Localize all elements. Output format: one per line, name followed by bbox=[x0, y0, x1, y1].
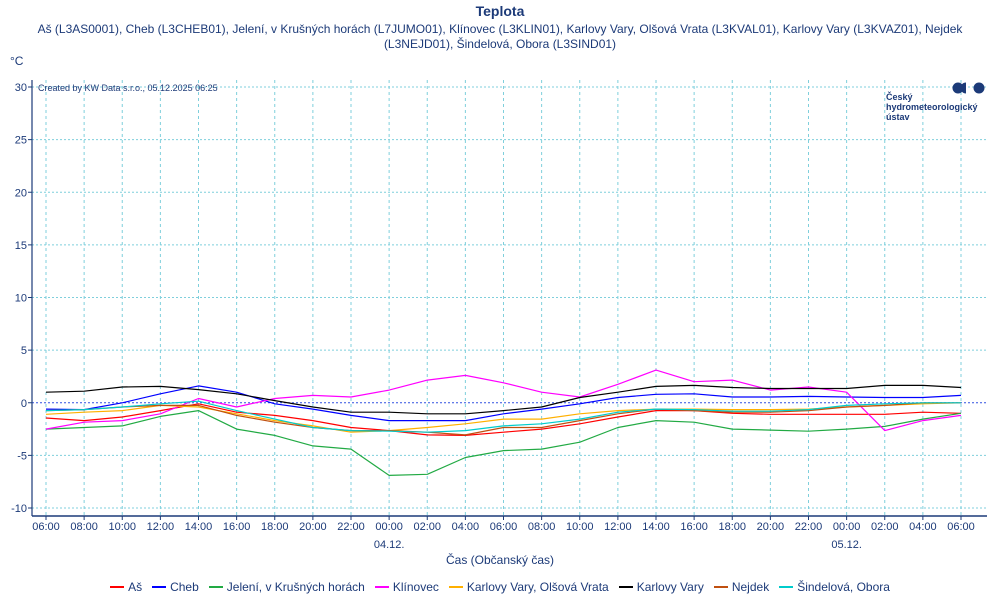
y-tick-label: -5 bbox=[17, 450, 27, 462]
legend-label: Karlovy Vary bbox=[636, 580, 704, 594]
x-tick-label: 02:00 bbox=[413, 521, 441, 533]
x-tick-label: 20:00 bbox=[757, 521, 785, 533]
y-axis-unit: °C bbox=[10, 54, 24, 68]
series-lines bbox=[45, 369, 962, 476]
x-tick-label: 12:00 bbox=[147, 521, 175, 533]
plot-area: -10 -5 0 5 10 15 20 25 30 06:00 08:00 10:00 12:00 14:… bbox=[11, 80, 987, 551]
credit-text: Created by KW Data s.r.o., 05.12.2025 06… bbox=[38, 83, 218, 93]
legend-label: Šindelová, Obora bbox=[797, 580, 890, 594]
axes: -10 -5 0 5 10 15 20 25 30 06:00 08:00 10:00 12:00 14:… bbox=[11, 80, 987, 551]
x-tick-label: 08:00 bbox=[70, 521, 98, 533]
x-tick-label: 10:00 bbox=[566, 521, 594, 533]
legend-label: Aš bbox=[128, 580, 143, 594]
chart-subtitle: Aš (L3AS0001), Cheb (L3CHEB01), Jelení, … bbox=[37, 22, 963, 51]
legend-label: Karlovy Vary, Olšová Vrata bbox=[466, 580, 609, 594]
legend-swatch bbox=[618, 586, 633, 588]
grid bbox=[32, 80, 987, 515]
x-tick-label: 22:00 bbox=[337, 521, 365, 533]
x-tick-label: 20:00 bbox=[299, 521, 327, 533]
x-tick-label: 04:00 bbox=[909, 521, 937, 533]
x-tick-label: 00:00 bbox=[375, 521, 403, 533]
legend-item[interactable]: Klínovec bbox=[374, 580, 439, 594]
legend-label: Jelení, v Krušných horách bbox=[226, 580, 365, 594]
y-tick-label: 25 bbox=[15, 135, 27, 147]
x-tick-label: 18:00 bbox=[718, 521, 746, 533]
x-axis-label: Čas (Občanský čas) bbox=[445, 553, 555, 567]
x-tick-label: 06:00 bbox=[32, 521, 60, 533]
x-tick-label: 06:00 bbox=[947, 521, 975, 533]
legend-swatch bbox=[448, 586, 463, 588]
legend-item[interactable]: Cheb bbox=[152, 580, 199, 594]
legend-item[interactable]: Aš bbox=[110, 580, 142, 594]
legend-item[interactable]: Jelení, v Krušných horách bbox=[208, 580, 365, 594]
x-tick-label: 02:00 bbox=[871, 521, 899, 533]
y-tick-label: 5 bbox=[21, 345, 27, 357]
y-tick-label: 30 bbox=[15, 82, 27, 94]
legend-swatch bbox=[374, 586, 389, 588]
y-tick-label: 10 bbox=[15, 293, 27, 305]
y-tick-label: -10 bbox=[11, 503, 27, 515]
x-tick-label: 16:00 bbox=[223, 521, 251, 533]
logo-mark-icon bbox=[952, 82, 985, 94]
series-line-jelen-v-kru-n-ch-hor-ch bbox=[45, 410, 962, 476]
legend-label: Cheb bbox=[170, 580, 199, 594]
x-tick-label: 16:00 bbox=[680, 521, 708, 533]
x-tick-label: 18:00 bbox=[261, 521, 289, 533]
series-line-a- bbox=[45, 403, 962, 436]
x-tick-label: 08:00 bbox=[528, 521, 556, 533]
legend: Aš Cheb Jelení, v Krušných horách Klínovec K… bbox=[0, 580, 1000, 594]
logo-text: Český hydrometeorologický ústav bbox=[886, 92, 978, 122]
chart-title: Teplota bbox=[475, 3, 525, 19]
x-tick-label: 14:00 bbox=[642, 521, 670, 533]
x-tick-label: 00:00 bbox=[833, 521, 861, 533]
y-tick-label: 0 bbox=[21, 398, 27, 410]
series-line-cheb bbox=[45, 385, 962, 422]
series-line-karlovy-vary bbox=[45, 384, 962, 415]
legend-item[interactable]: Karlovy Vary, Olšová Vrata bbox=[448, 580, 609, 594]
x-tick-label: 22:00 bbox=[795, 521, 823, 533]
x-tick-label: 14:00 bbox=[185, 521, 213, 533]
series-line-nejdek bbox=[45, 402, 961, 436]
legend-swatch bbox=[208, 586, 223, 588]
legend-swatch bbox=[110, 586, 125, 588]
y-tick-label: 20 bbox=[15, 187, 27, 199]
series-line-kl-novec bbox=[45, 369, 962, 432]
x-tick-label: 10:00 bbox=[108, 521, 136, 533]
legend-label: Klínovec bbox=[392, 580, 439, 594]
legend-item[interactable]: Nejdek bbox=[713, 580, 770, 594]
x-tick-label: 12:00 bbox=[604, 521, 632, 533]
legend-swatch bbox=[713, 586, 728, 588]
y-tick-label: 15 bbox=[15, 240, 27, 252]
legend-label: Nejdek bbox=[731, 580, 770, 594]
x-tick-label: 06:00 bbox=[490, 521, 518, 533]
legend-item[interactable]: Šindelová, Obora bbox=[779, 580, 890, 594]
legend-item[interactable]: Karlovy Vary bbox=[618, 580, 704, 594]
date-label: 04.12. bbox=[374, 539, 405, 551]
series-line--indelov-obora bbox=[45, 400, 961, 433]
legend-swatch bbox=[779, 586, 794, 588]
date-label: 05.12. bbox=[831, 539, 862, 551]
x-tick-label: 04:00 bbox=[452, 521, 480, 533]
legend-swatch bbox=[152, 586, 167, 588]
